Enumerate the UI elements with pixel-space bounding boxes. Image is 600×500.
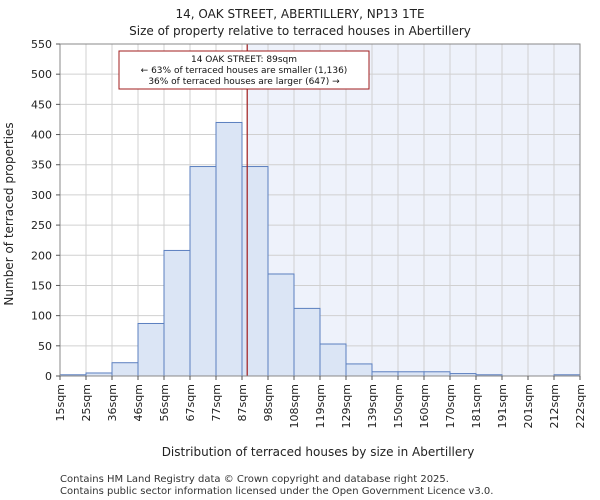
- bar-77sqm: [215, 121, 243, 377]
- y-tick-label-8: 400: [31, 129, 52, 142]
- chart-title-line1: 14, OAK STREET, ABERTILLERY, NP13 1TE: [175, 7, 424, 21]
- y-tick-label-4: 200: [31, 249, 52, 262]
- x-axis-label: Distribution of terraced houses by size …: [162, 445, 475, 459]
- bar-150sqm: [397, 371, 425, 377]
- bar-36sqm: [111, 362, 139, 377]
- x-tick-label-13: 150sqm: [392, 384, 405, 428]
- x-tick-label-8: 98sqm: [262, 384, 275, 421]
- x-tick-label-0: 15sqm: [54, 384, 67, 421]
- y-tick-label-0: 0: [45, 370, 52, 383]
- x-tick-label-11: 129sqm: [340, 384, 353, 428]
- bar-160sqm: [423, 371, 451, 377]
- x-tick-label-6: 77sqm: [210, 384, 223, 421]
- x-tick-label-3: 46sqm: [132, 384, 145, 421]
- x-tick-label-15: 170sqm: [444, 384, 457, 428]
- bars-group: [59, 121, 581, 377]
- bar-87sqm: [241, 166, 269, 377]
- annotation-line2: ← 63% of terraced houses are smaller (1,…: [141, 66, 348, 76]
- x-tick-label-14: 160sqm: [418, 384, 431, 428]
- y-tick-label-10: 500: [31, 68, 52, 81]
- y-axis-label: Number of terraced properties: [2, 122, 16, 305]
- chart-title-line2: Size of property relative to terraced ho…: [129, 24, 471, 38]
- x-tick-label-7: 87sqm: [236, 384, 249, 421]
- x-tick-label-18: 201sqm: [522, 384, 535, 428]
- x-tick-label-10: 119sqm: [314, 384, 327, 428]
- y-tick-label-2: 100: [31, 310, 52, 323]
- x-tick-label-1: 25sqm: [80, 384, 93, 421]
- footer-line2: Contains public sector information licen…: [60, 486, 493, 497]
- annotation-line3: 36% of terraced houses are larger (647) …: [148, 77, 340, 87]
- x-tick-label-4: 56sqm: [158, 384, 171, 421]
- y-axis-ticks: 0 50 100 150 200 250 300 350 400 450 500 550: [31, 38, 60, 383]
- x-tick-label-19: 212sqm: [548, 384, 561, 428]
- x-tick-label-20: 222sqm: [574, 384, 587, 428]
- bar-119sqm: [319, 343, 347, 377]
- y-tick-label-6: 300: [31, 189, 52, 202]
- y-tick-label-1: 50: [38, 340, 52, 353]
- x-tick-label-12: 139sqm: [366, 384, 379, 428]
- annotation-line1: 14 OAK STREET: 89sqm: [191, 55, 297, 65]
- bar-56sqm: [163, 249, 191, 377]
- x-tick-label-5: 67sqm: [184, 384, 197, 421]
- x-tick-label-9: 108sqm: [288, 384, 301, 428]
- y-tick-label-7: 350: [31, 159, 52, 172]
- x-axis-ticks: 15sqm 25sqm 36sqm 46sqm 56sqm 67sqm 77sqm 87sqm…: [54, 376, 587, 428]
- y-tick-label-11: 550: [31, 38, 52, 51]
- bar-108sqm: [293, 307, 321, 377]
- y-tick-label-5: 250: [31, 219, 52, 232]
- bar-98sqm: [267, 273, 295, 377]
- x-tick-label-17: 191sqm: [496, 384, 509, 428]
- bar-139sqm: [371, 371, 399, 377]
- annotation-box: [118, 50, 370, 90]
- footer-line1: Contains HM Land Registry data © Crown c…: [60, 474, 449, 485]
- x-tick-label-16: 181sqm: [470, 384, 483, 428]
- bar-129sqm: [345, 363, 373, 377]
- y-tick-label-3: 150: [31, 279, 52, 292]
- y-tick-label-9: 450: [31, 98, 52, 111]
- x-tick-label-2: 36sqm: [106, 384, 119, 421]
- bar-46sqm: [137, 322, 165, 377]
- bar-67sqm: [189, 166, 217, 377]
